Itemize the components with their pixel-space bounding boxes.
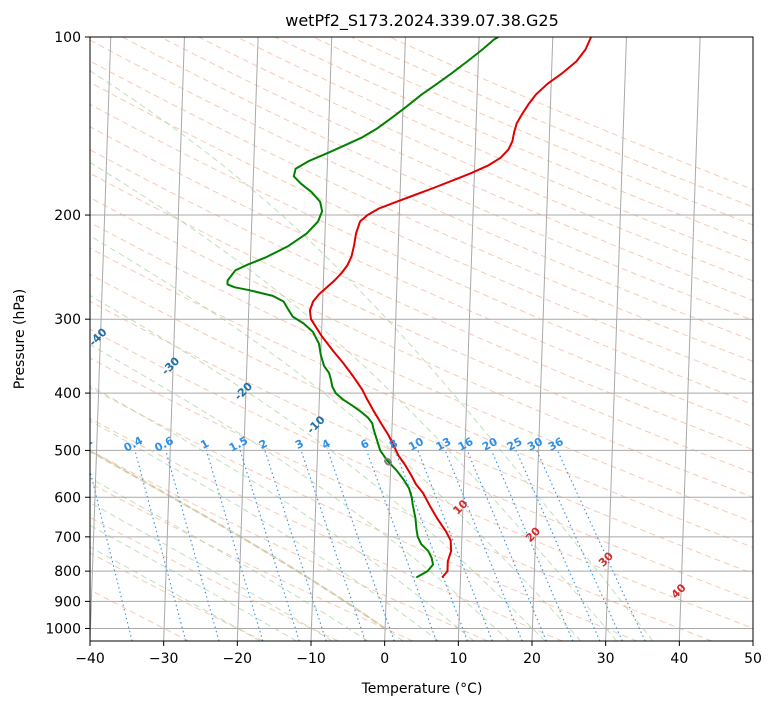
isotherm (457, 37, 480, 641)
mixing-ratio-label: 25 (505, 435, 525, 454)
moist-adiabat (90, 385, 475, 641)
y-tick-label: 200 (54, 208, 81, 224)
isotherm (310, 37, 333, 641)
mixing-ratio-label: 10 (406, 435, 426, 454)
y-tick-label: 800 (54, 564, 81, 580)
mixing-ratio-line (264, 450, 327, 641)
y-tick-label: 500 (54, 443, 81, 459)
dry-adiabat (90, 149, 753, 451)
dry-adiabat (90, 247, 753, 548)
mixing-ratio-line (90, 468, 133, 641)
dry-adiabat (90, 387, 638, 641)
x-tick-label: −20 (223, 651, 253, 667)
dry-adiabat (90, 221, 753, 523)
x-tick-label: 50 (744, 651, 762, 667)
mixing-ratio-label: 20 (480, 435, 500, 454)
moist-adiabat (90, 294, 546, 641)
mixing-ratio-label: 16 (456, 435, 476, 454)
y-tick-label: 100 (54, 30, 81, 46)
temperature-profile-line (308, 37, 593, 579)
axes: −40 −30 −20 −10 0 10 20 30 40 50 100 200 300 400 500 60… (45, 30, 762, 667)
isotherm (384, 37, 406, 641)
y-tick-label: 600 (54, 490, 81, 506)
moist-adiabat (90, 235, 582, 641)
y-tick-label: 400 (54, 386, 81, 402)
mixing-ratio-line (165, 450, 220, 641)
x-tick-label: 40 (670, 651, 688, 667)
dry-adiabat (90, 589, 190, 641)
dry-adiabat (90, 357, 712, 641)
mixing-ratio-line (134, 450, 187, 641)
mixing-ratio-line (490, 450, 574, 641)
plot-area (90, 37, 753, 641)
dry-adiabat (90, 552, 264, 641)
y-tick-label: 900 (54, 594, 81, 610)
dewpoint-profile-line (226, 37, 499, 579)
dry-adiabat (90, 197, 753, 498)
isotherm (678, 37, 701, 641)
mixing-ratio-label: 13 (434, 435, 454, 454)
mixing-ratio-line (239, 450, 300, 641)
moist-adiabat (90, 420, 439, 641)
isotherm (236, 37, 259, 641)
y-tick-label: 1000 (45, 621, 81, 637)
moist-adiabat (90, 502, 333, 641)
x-tick-label: 20 (523, 651, 541, 667)
x-tick-label: −40 (75, 651, 105, 667)
x-tick-label: 10 (449, 651, 467, 667)
mixing-ratio-line (536, 450, 623, 641)
mixing-ratio-line (515, 450, 601, 641)
plot-frame (89, 36, 754, 642)
x-tick-label: −10 (296, 651, 326, 667)
mixing-ratio-line (556, 450, 646, 641)
x-tick-label: 30 (597, 651, 615, 667)
mixing-ratio-line (444, 450, 523, 641)
dry-adiabat (90, 449, 488, 641)
y-axis-label: Pressure (hPa) (12, 289, 28, 389)
x-tick-label: 0 (380, 651, 389, 667)
moist-adiabat (90, 343, 510, 641)
dry-adiabat (90, 172, 753, 474)
y-tick-label: 300 (54, 312, 81, 328)
isotherm (531, 37, 554, 641)
dry-adiabat (90, 417, 563, 641)
isotherm (90, 37, 112, 641)
mixing-ratio-label: 36 (546, 435, 566, 454)
mixing-ratio-line (466, 450, 547, 641)
dry-adiabat (122, 37, 753, 321)
mixing-ratio-label: 30 (525, 435, 545, 454)
mixing-ratio-label: 0.2 (72, 434, 95, 455)
wet-bulb-zero-curve (90, 449, 386, 630)
chart-title: wetPf2_S173.2024.339.07.38.G25 (285, 11, 559, 31)
x-tick-label: −30 (149, 651, 179, 667)
x-axis-label: Temperature (°C) (361, 681, 483, 697)
moist-adiabat (90, 70, 654, 641)
y-tick-label: 700 (54, 530, 81, 546)
mixing-ratio-line (205, 450, 264, 641)
mixing-ratio-line (300, 450, 366, 641)
isotherm (163, 37, 185, 641)
isotherm (605, 37, 627, 641)
dry-adiabat (90, 81, 753, 384)
